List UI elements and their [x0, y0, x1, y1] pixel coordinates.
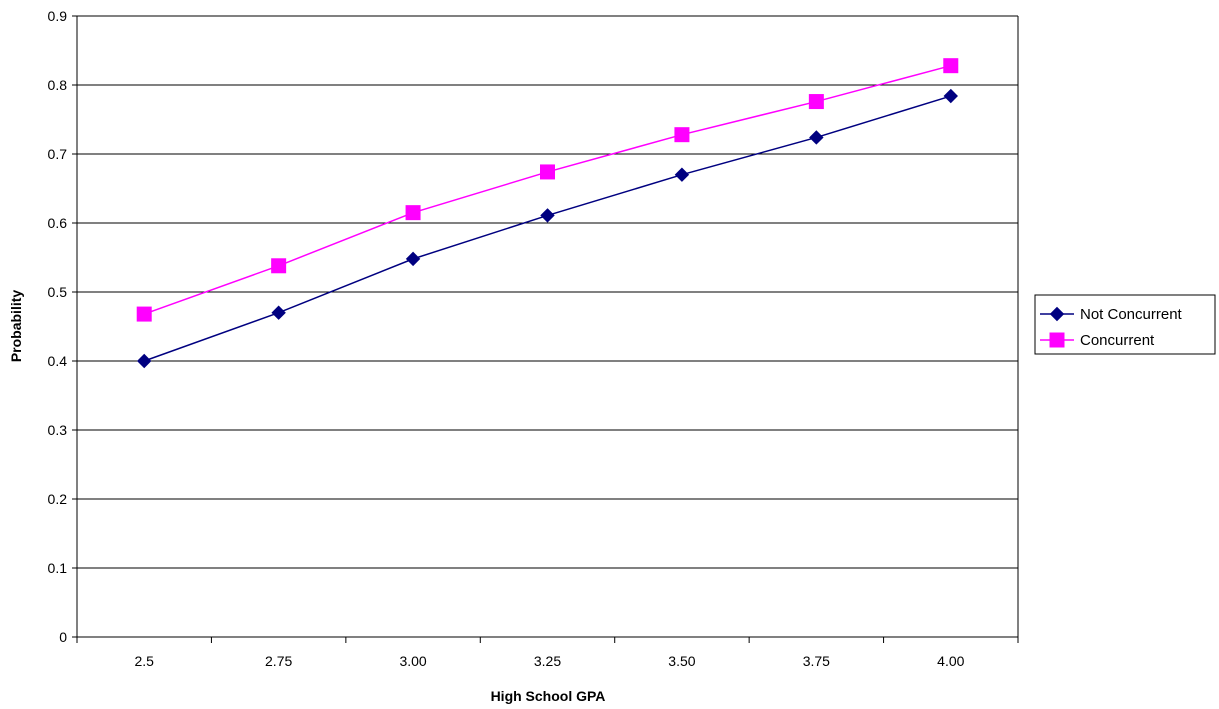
x-tick-label: 3.25: [534, 653, 561, 669]
y-tick-label: 0.7: [48, 146, 68, 162]
y-tick-label: 0.6: [48, 215, 68, 231]
legend-label: Not Concurrent: [1080, 306, 1183, 323]
y-tick-label: 0: [59, 629, 67, 645]
data-point-square: [405, 205, 421, 221]
series-line: [143, 95, 952, 362]
x-axis-title: High School GPA: [491, 688, 606, 704]
y-tick-label: 0.8: [48, 77, 68, 93]
data-point-diamond: [405, 251, 421, 267]
series-not-concurrent: [137, 88, 958, 369]
x-tick-label: 2.5: [134, 653, 154, 669]
data-point-square: [271, 258, 287, 274]
data-point-diamond: [137, 353, 152, 369]
series-concurrent: [136, 58, 959, 322]
legend-marker: [1049, 306, 1065, 322]
x-tick-label: 3.75: [803, 653, 830, 669]
legend-marker: [1049, 332, 1065, 348]
data-point-square: [136, 306, 152, 322]
y-tick-label: 0.1: [48, 560, 68, 576]
y-tick-label: 0.5: [48, 284, 68, 300]
x-tick-label: 3.00: [399, 653, 426, 669]
data-point-diamond: [674, 167, 690, 182]
data-point-square: [674, 127, 690, 143]
x-tick-label: 3.50: [668, 653, 695, 669]
legend: Not Concurrent Concurrent: [1034, 294, 1216, 355]
data-point-diamond: [271, 305, 286, 320]
x-tick-label: 4.00: [937, 653, 964, 669]
y-tick-label: 0.3: [48, 422, 68, 438]
legend-box: [1034, 294, 1216, 355]
data-point-diamond: [809, 130, 824, 145]
y-axis-title: Probability: [8, 290, 24, 363]
data-point-square: [943, 58, 959, 74]
y-tick-label: 0.4: [48, 353, 68, 369]
y-tick-label: 0.9: [48, 8, 68, 24]
series-layer: [136, 58, 959, 369]
gridlines: [77, 15, 1018, 569]
data-point-square: [808, 94, 824, 110]
legend-label: Concurrent: [1080, 332, 1155, 349]
x-tick-label: 2.75: [265, 653, 292, 669]
axes: 0 0.1 0.2 0.3 0.4 0.5 0.6 0.7 0.8 0.9 2.5 2.75 3.00 3…: [48, 8, 1019, 669]
data-point-square: [540, 164, 555, 180]
y-tick-label: 0.2: [48, 491, 68, 507]
data-point-diamond: [943, 88, 958, 104]
series-line: [143, 64, 951, 315]
data-point-diamond: [540, 208, 555, 223]
